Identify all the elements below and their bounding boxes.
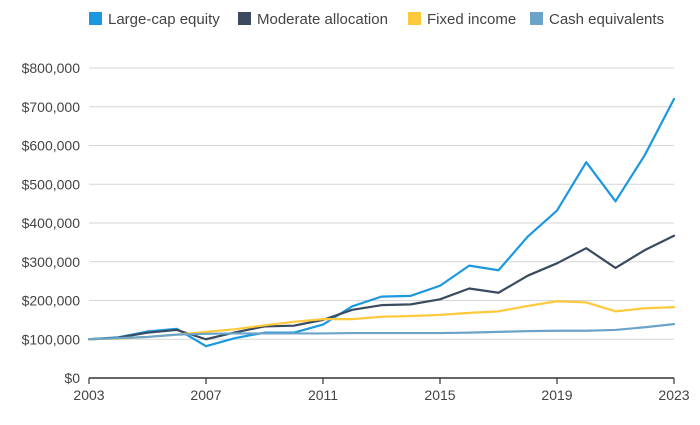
legend-swatch xyxy=(89,12,102,25)
legend-label: Fixed income xyxy=(427,11,516,28)
legend-item-moderate-allocation: Moderate allocation xyxy=(238,11,388,28)
x-tick-label: 2003 xyxy=(73,387,104,403)
y-tick-label: $700,000 xyxy=(22,99,81,115)
legend-label: Large-cap equity xyxy=(108,11,220,28)
legend-swatch xyxy=(530,12,543,25)
legend-swatch xyxy=(408,12,421,25)
legend-item-fixed-income: Fixed income xyxy=(408,11,516,28)
y-tick-label: $300,000 xyxy=(22,254,81,270)
grid-lines xyxy=(89,67,674,340)
series-line-cash-equivalents xyxy=(87,323,676,341)
x-tick-label: 2015 xyxy=(424,387,455,403)
series-lines xyxy=(87,97,676,348)
y-tick-label: $500,000 xyxy=(22,176,81,192)
legend-swatch xyxy=(238,12,251,25)
y-tick-label: $600,000 xyxy=(22,138,81,154)
y-tick-label: $100,000 xyxy=(22,331,81,347)
legend: Large-cap equity Moderate allocation Fixed… xyxy=(89,11,664,28)
x-tick-label: 2019 xyxy=(541,387,572,403)
y-tick-label: $800,000 xyxy=(22,60,81,76)
legend-item-large-cap-equity: Large-cap equity xyxy=(89,11,220,28)
y-axis: $0 $100,000 $200,000 $300,000 $400,000 $500,0… xyxy=(22,60,81,386)
y-tick-label: $0 xyxy=(64,370,80,386)
x-tick-label: 2023 xyxy=(658,387,689,403)
legend-label: Moderate allocation xyxy=(257,11,388,28)
legend-item-cash-equivalents: Cash equivalents xyxy=(530,11,664,28)
x-tick-label: 2007 xyxy=(190,387,221,403)
legend-label: Cash equivalents xyxy=(549,11,664,28)
series-line-moderate-allocation xyxy=(87,234,676,341)
x-axis: 2003 2007 2011 2015 2019 2023 xyxy=(73,377,690,403)
y-tick-label: $200,000 xyxy=(22,293,81,309)
y-tick-label: $400,000 xyxy=(22,215,81,231)
x-tick-label: 2011 xyxy=(308,387,338,403)
